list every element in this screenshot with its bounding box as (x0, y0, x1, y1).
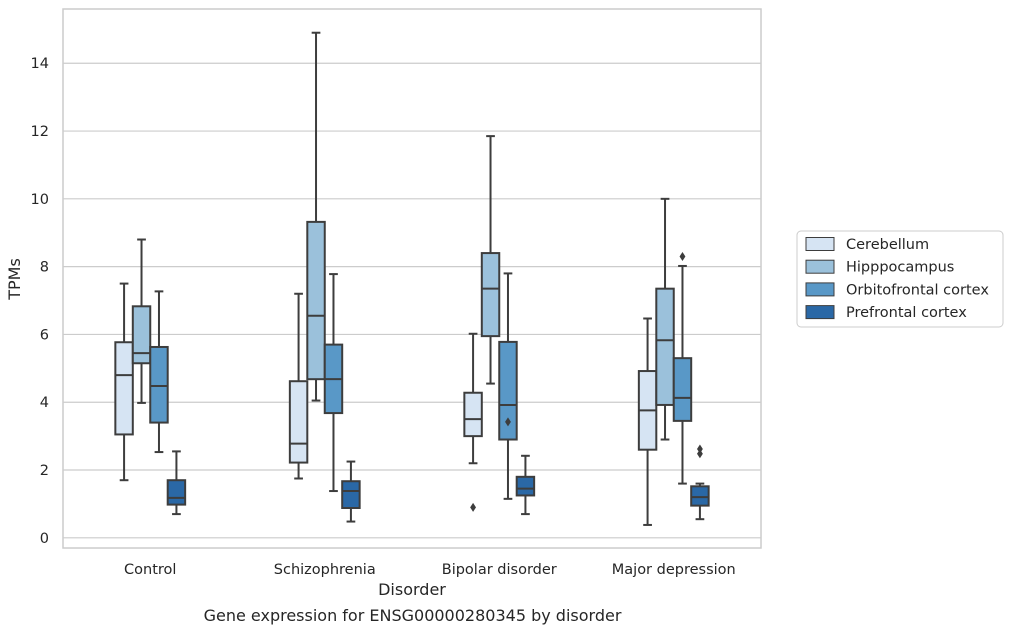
box (672, 251, 693, 485)
box (131, 238, 152, 404)
box-body (288, 380, 309, 464)
box-body (114, 341, 134, 436)
outlier-point (697, 449, 703, 459)
legend-swatch (805, 259, 835, 274)
box (166, 450, 187, 516)
box (463, 332, 483, 512)
box-body (463, 391, 483, 438)
box (655, 197, 675, 441)
box-body (149, 345, 169, 424)
box (114, 282, 134, 482)
box-body (690, 485, 710, 507)
y-tick-label: 4 (40, 395, 49, 411)
box (515, 454, 536, 516)
box-body (655, 287, 675, 406)
box (480, 135, 501, 385)
outlier-point (505, 417, 511, 427)
box-body (480, 252, 501, 338)
outlier-point (679, 251, 686, 261)
plot-frame (62, 8, 762, 549)
box (149, 290, 169, 454)
x-axis-label: Disorder (378, 580, 446, 599)
legend-swatch (805, 305, 835, 320)
legend-label: Orbitofrontal cortex (846, 282, 989, 298)
box-body (498, 340, 518, 441)
x-tick-label: Control (124, 562, 176, 578)
y-tick-label: 10 (31, 192, 49, 208)
gridlines (63, 62, 761, 539)
y-tick-label: 2 (40, 463, 49, 479)
x-tick-label: Schizophrenia (274, 562, 376, 578)
outlier-point (697, 444, 703, 454)
y-tick-label: 0 (40, 531, 49, 547)
box-body (672, 357, 693, 422)
legend-swatch (805, 282, 835, 297)
box-groups (114, 31, 710, 526)
box (637, 317, 658, 526)
legend-swatch (805, 237, 835, 251)
box (306, 31, 326, 402)
box-body (306, 220, 326, 381)
box-body (341, 480, 361, 509)
legend: Cerebellum Hipppocampus Orbitofrontal cort… (796, 230, 1004, 328)
legend-items: Cerebellum Hipppocampus Orbitofrontal cort… (805, 237, 989, 321)
box-body (131, 305, 152, 365)
box (498, 272, 518, 500)
chart-caption: Gene expression for ENSG00000280345 by d… (203, 606, 622, 625)
box (323, 273, 344, 493)
box (690, 444, 710, 521)
y-tick-labels: 0 2 4 6 8 10 12 14 (31, 56, 49, 547)
box (341, 460, 361, 523)
y-tick-label: 8 (40, 260, 49, 276)
outlier-point (470, 502, 476, 512)
y-axis-label: TPMs (5, 258, 24, 301)
legend-label: Cerebellum (846, 237, 929, 253)
legend-label: Hipppocampus (846, 260, 954, 276)
y-tick-label: 14 (31, 56, 49, 72)
legend-frame (796, 230, 1004, 328)
x-tick-label: Major depression (612, 562, 736, 578)
box (288, 292, 309, 480)
y-tick-label: 6 (40, 327, 49, 343)
box-body (166, 479, 187, 506)
legend-label: Prefrontal cortex (846, 305, 967, 321)
x-tick-labels: Control Schizophrenia Bipolar disorder Majo… (124, 562, 736, 578)
y-tick-label: 12 (31, 124, 49, 140)
x-tick-label: Bipolar disorder (442, 562, 557, 578)
box-body (515, 475, 536, 497)
